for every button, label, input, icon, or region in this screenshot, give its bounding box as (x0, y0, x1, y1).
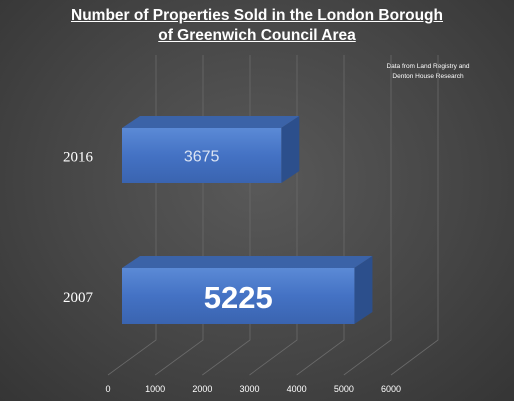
category-label-2016: 2016 (63, 150, 94, 166)
source-annotation-line-1: Data from Land Registry and (386, 63, 470, 70)
x-tick-label-6000: 6000 (381, 384, 401, 394)
gridline-1 (154, 55, 204, 376)
x-tick-label-5000: 5000 (334, 384, 354, 394)
gridline-4 (296, 55, 345, 376)
bar-2016: 3675 (122, 116, 300, 183)
bar-2007: 5225 (122, 256, 373, 324)
source-annotation-line-2: Denton House Research (392, 73, 464, 80)
chart-title: Number of Properties Sold in the London … (0, 6, 514, 46)
bars: 3675 5225 (122, 116, 373, 324)
bar-top-face (122, 256, 373, 268)
bar-front-face (122, 268, 355, 324)
gridline-6 (390, 55, 439, 376)
x-tick-label-0: 0 (105, 384, 110, 394)
gridlines (107, 55, 439, 376)
x-axis-tick-labels: 0 1000 2000 3000 4000 5000 6000 (105, 384, 401, 394)
source-annotation: Data from Land Registry and Denton House… (368, 62, 488, 82)
gridline-3 (249, 55, 298, 376)
x-tick-label-3000: 3000 (239, 384, 259, 394)
x-tick-label-2000: 2000 (192, 384, 212, 394)
bar-side-face (354, 256, 373, 324)
gridline-0 (107, 55, 157, 376)
category-labels: 2016 2007 (63, 150, 94, 307)
data-label-2007: 5225 (204, 280, 273, 315)
category-label-2007: 2007 (63, 290, 94, 306)
bar-front-face (122, 128, 282, 183)
bar-top-face (122, 116, 300, 128)
gridline-2 (202, 55, 251, 376)
gridline-5 (343, 55, 392, 376)
chart-title-line-2: of Greenwich Council Area (158, 27, 356, 44)
x-tick-label-1000: 1000 (145, 384, 165, 394)
chart-title-line-1: Number of Properties Sold in the London … (71, 7, 443, 24)
bar-side-face (281, 116, 300, 183)
data-label-2016: 3675 (184, 149, 220, 166)
x-tick-label-4000: 4000 (287, 384, 307, 394)
